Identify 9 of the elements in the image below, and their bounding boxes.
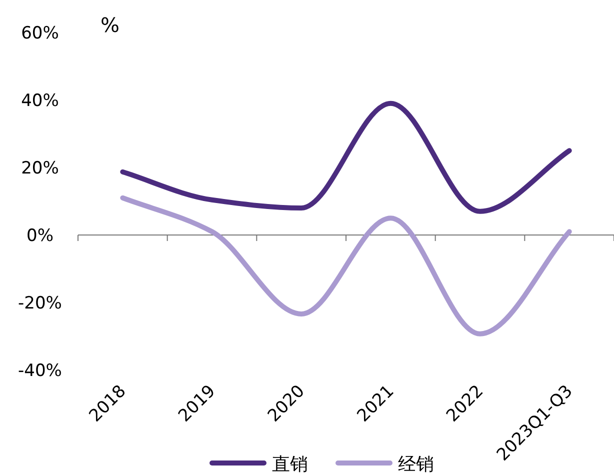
y-axis-title: % <box>100 13 120 37</box>
legend-label: 直销 <box>272 454 308 473</box>
y-tick-label: 20% <box>21 158 59 178</box>
y-tick-label: 0% <box>26 226 54 246</box>
legend-label: 经销 <box>398 454 434 473</box>
y-tick-label: -20% <box>18 294 62 314</box>
y-tick-label: 40% <box>21 91 59 111</box>
y-tick-label: -40% <box>18 361 62 381</box>
y-tick-label: 60% <box>21 24 59 44</box>
